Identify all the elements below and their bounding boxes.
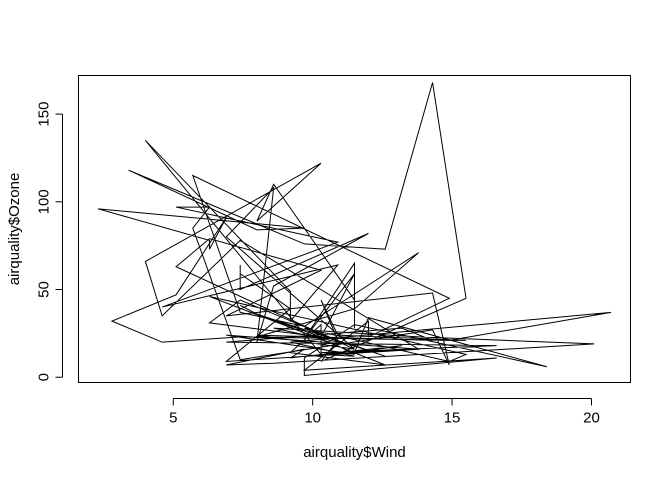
series-layer (97, 82, 612, 377)
y-tick-label: 0 (36, 373, 53, 381)
x-tick-label: 20 (583, 410, 600, 427)
series-line-0 (97, 82, 612, 377)
x-axis: 5 10 15 20 (169, 398, 600, 427)
y-tick-label: 50 (36, 281, 53, 298)
plot-box (78, 75, 631, 383)
x-tick-label: 5 (169, 410, 177, 427)
y-axis-title: airquality$Ozone (6, 173, 23, 286)
x-axis-title: airquality$Wind (303, 444, 406, 461)
x-tick-label: 10 (304, 410, 321, 427)
y-axis: 0 50 100 150 (36, 102, 63, 381)
x-tick-label: 15 (444, 410, 461, 427)
y-tick-label: 150 (36, 102, 53, 127)
y-tick-label: 100 (36, 189, 53, 214)
